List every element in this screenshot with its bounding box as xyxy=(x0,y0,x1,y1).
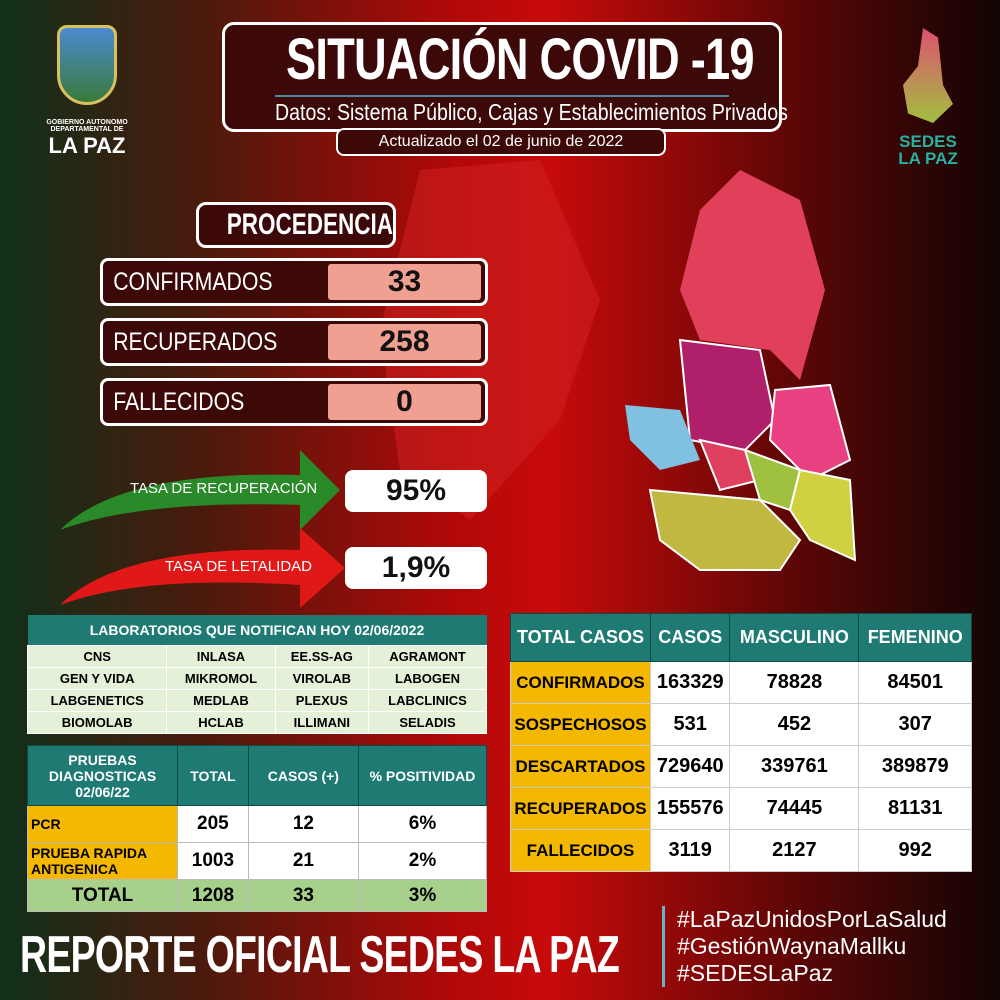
lethality-arrow-icon xyxy=(60,528,345,608)
title-box: SITUACIÓN COVID -19 Datos: Sistema Públi… xyxy=(222,22,788,132)
map-region-pink xyxy=(768,383,852,482)
map-shadow xyxy=(380,160,600,520)
table-row: BIOMOLAB HCLAB ILLIMANI SELADIS xyxy=(26,710,487,734)
labs-title: LABORATORIOS QUE NOTIFICAN HOY 02/06/202… xyxy=(27,615,487,645)
table-row: LABGENETICS MEDLAB PLEXUS LABCLINICS xyxy=(26,688,487,712)
lethality-rate-value: 1,9% xyxy=(345,547,487,589)
gobernacion-logo: GOBIERNO AUTONOMO DEPARTAMENTAL DE LA PA… xyxy=(42,25,132,159)
table-row: SOSPECHOSOS 531 452 307 xyxy=(510,703,972,746)
hashtags: #LaPazUnidosPorLaSalud #GestiónWaynaMall… xyxy=(662,906,947,987)
sedes-logo: SEDES LA PAZ xyxy=(893,28,963,167)
page-subtitle: Datos: Sistema Público, Cajas y Establec… xyxy=(275,95,788,126)
table-row: DESCARTADOS 729640 339761 389879 xyxy=(510,745,972,788)
table-row: GEN Y VIDA MIKROMOL VIROLAB LABOGEN xyxy=(26,666,487,690)
hashtag: #LaPazUnidosPorLaSalud xyxy=(677,906,947,932)
table-row-total: TOTAL 1208 33 3% xyxy=(27,879,487,912)
footer-title: REPORTE OFICIAL SEDES LA PAZ xyxy=(20,926,620,984)
table-row: PRUEBA RAPIDA ANTIGENICA 1003 21 2% xyxy=(27,842,487,880)
table-row: CNS INLASA EE.SS-AG AGRAMONT xyxy=(26,644,487,668)
stat-recuperados: RECUPERADOS 258 xyxy=(100,318,488,366)
map-lake-icon xyxy=(625,405,700,470)
recovery-rate-label: TASA DE RECUPERACIÓN xyxy=(130,480,318,497)
hashtag: #GestiónWaynaMallku xyxy=(677,933,907,959)
recovery-arrow-icon xyxy=(60,450,340,530)
table-row: RECUPERADOS 155576 74445 81131 xyxy=(510,787,972,830)
lethality-rate-label: TASA DE LETALIDAD xyxy=(165,558,312,575)
table-row: CONFIRMADOS 163329 78828 84501 xyxy=(510,661,972,704)
coat-of-arms-icon xyxy=(57,25,117,105)
pruebas-table: PRUEBAS DIAGNOSTICAS 02/06/22 TOTAL CASOS … xyxy=(27,745,487,912)
page-title: SITUACIÓN COVID -19 xyxy=(285,27,755,92)
map-region-south xyxy=(648,488,802,571)
map-region-purple xyxy=(678,338,777,452)
sedes-map-icon xyxy=(903,28,953,123)
recovery-rate-value: 95% xyxy=(345,470,487,512)
stat-confirmados: CONFIRMADOS 33 xyxy=(100,258,488,306)
stat-fallecidos: FALLECIDOS 0 xyxy=(100,378,488,426)
map-region-north xyxy=(680,170,825,380)
map-region-yellow xyxy=(788,468,857,562)
labs-table: LABORATORIOS QUE NOTIFICAN HOY 02/06/202… xyxy=(26,615,487,734)
table-row: PCR 205 12 6% xyxy=(27,805,487,843)
table-row: FALLECIDOS 3119 2127 992 xyxy=(510,829,972,872)
hashtag: #SEDESLaPaz xyxy=(677,960,833,986)
total-cases-table: TOTAL CASOS CASOS MASCULINO FEMENINO CONFIR… xyxy=(510,613,972,872)
updated-date: Actualizado el 02 de junio de 2022 xyxy=(336,128,666,156)
procedencia-title: PROCEDENCIA xyxy=(196,202,396,248)
